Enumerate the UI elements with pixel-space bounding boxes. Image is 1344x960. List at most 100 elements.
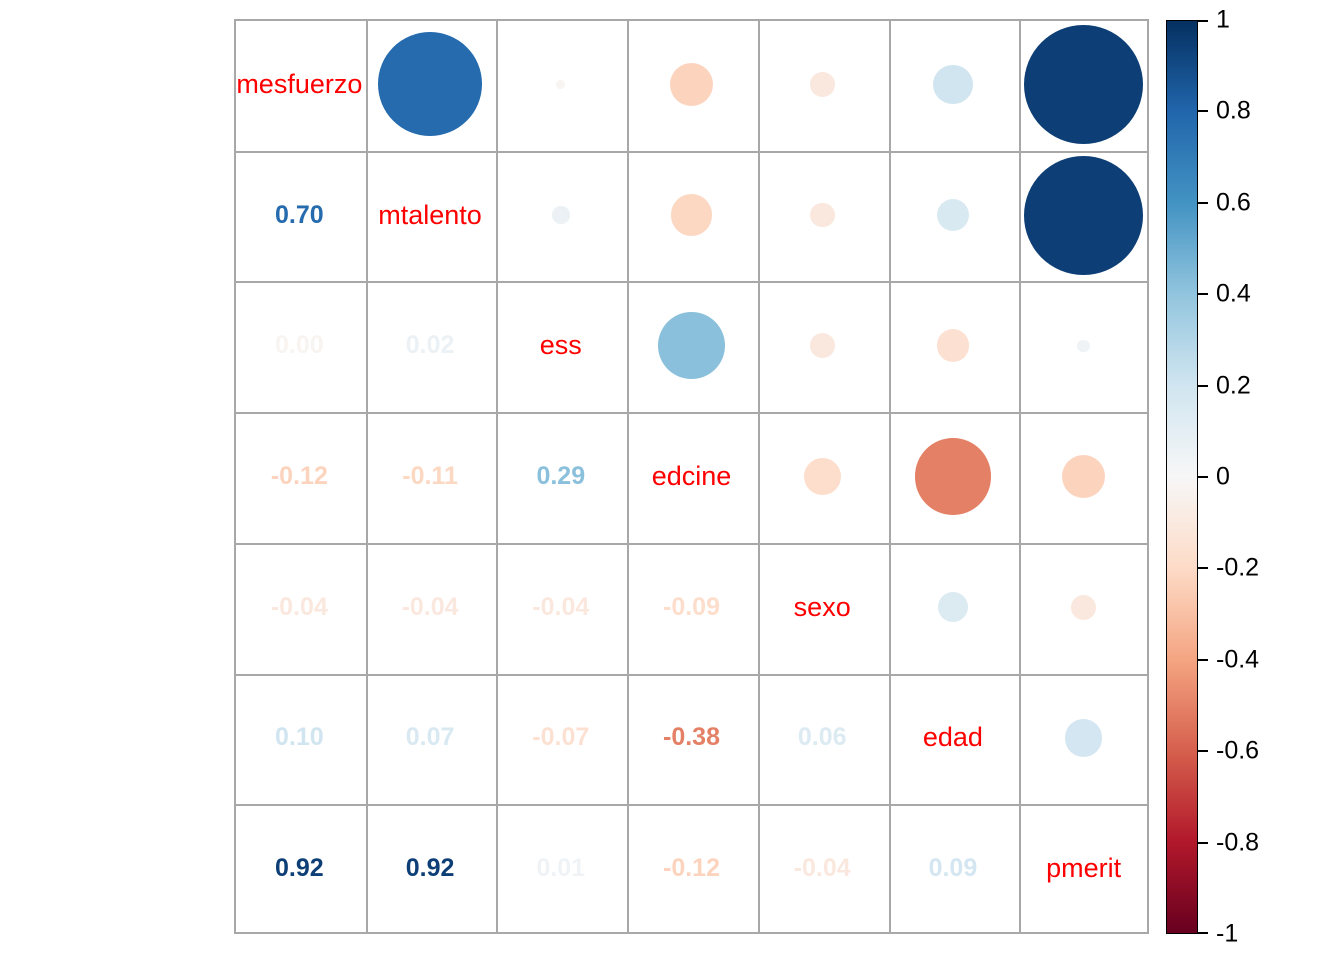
colorbar-tick (1198, 476, 1208, 478)
corr-value-edcine-mesfuerzo: -0.12 (270, 461, 328, 490)
corr-circle-edad-pmerit (1065, 719, 1103, 757)
colorbar-tick-label: -0.2 (1216, 553, 1260, 582)
corr-circle-mtalento-ess (552, 206, 570, 224)
matrix-cell-value: 0.07 (365, 673, 496, 804)
corr-circle-ess-sexo (809, 333, 835, 359)
grid-line-vertical (757, 21, 760, 932)
colorbar-tick (1198, 658, 1208, 661)
matrix-cell-circle (1018, 280, 1149, 411)
matrix-cell-value: 0.10 (234, 673, 365, 804)
matrix-cell-value: 0.00 (234, 280, 365, 411)
colorbar-tick-label: 1 (1216, 5, 1230, 34)
corr-value-pmerit-edcine: -0.12 (663, 854, 720, 883)
matrix-cell-diagonal: edcine (626, 411, 757, 542)
grid-line-horizontal (236, 673, 1147, 676)
grid-line-vertical (365, 21, 368, 932)
correlation-matrix-grid: mesfuerzo 0.70 mtalento 0.00 0.02 ess -0.12 -0.… (234, 19, 1149, 934)
colorbar-gradient (1166, 20, 1198, 934)
matrix-cell-circle (626, 19, 757, 150)
corr-circle-mtalento-edad (936, 198, 970, 232)
matrix-cell-circle (888, 542, 1019, 673)
grid-line-horizontal (236, 412, 1147, 415)
matrix-cell-circle (1018, 542, 1149, 673)
colorbar-tick-label: -0.4 (1216, 645, 1260, 674)
matrix-cell-value: -0.11 (365, 411, 496, 542)
matrix-cell-circle (1018, 19, 1149, 150)
corr-value-sexo-mesfuerzo: -0.04 (270, 592, 328, 621)
colorbar-tick-label: -0.8 (1216, 828, 1260, 857)
matrix-cell-value: -0.12 (626, 803, 757, 934)
colorbar-tick-label: 0.4 (1216, 279, 1251, 308)
corr-circle-ess-edad (936, 329, 970, 363)
matrix-cell-value: -0.04 (495, 542, 626, 673)
corr-circle-edcine-edad (914, 438, 992, 515)
corr-circle-ess-edcine (658, 312, 725, 380)
matrix-cell-circle (757, 19, 888, 150)
corr-value-pmerit-mtalento: 0.92 (405, 854, 455, 883)
corr-circle-mtalento-edcine (670, 194, 713, 236)
matrix-cell-value: 0.01 (495, 803, 626, 934)
corr-value-pmerit-edad: 0.09 (928, 854, 978, 883)
colorbar: 1 0.8 0.6 0.4 0.2 0 -0.2 -0.4 -0.6 -0.8 -1 (1166, 6, 1344, 948)
colorbar-tick-label: 0.2 (1216, 371, 1251, 400)
corr-value-sexo-ess: -0.04 (532, 592, 590, 621)
diag-label-edcine: edcine (651, 460, 732, 491)
matrix-cell-diagonal: pmerit (1018, 803, 1149, 934)
corr-circle-sexo-edad (937, 592, 969, 623)
corr-circle-mesfuerzo-edcine (670, 62, 713, 106)
corr-circle-sexo-pmerit (1071, 594, 1097, 620)
corr-value-edcine-mtalento: -0.11 (402, 461, 458, 490)
colorbar-tick (1198, 567, 1208, 570)
matrix-cell-diagonal: edad (888, 673, 1019, 804)
matrix-cell-circle (626, 150, 757, 281)
colorbar-tick (1198, 841, 1208, 844)
diag-label-pmerit: pmerit (1046, 853, 1122, 884)
diag-label-mesfuerzo: mesfuerzo (236, 68, 363, 99)
diag-label-sexo: sexo (793, 591, 851, 622)
corr-value-pmerit-mesfuerzo: 0.92 (275, 854, 324, 883)
matrix-cell-circle (1018, 673, 1149, 804)
colorbar-tick (1198, 293, 1208, 296)
matrix-cell-value: -0.04 (234, 542, 365, 673)
grid-line-horizontal (236, 804, 1147, 807)
matrix-cell-value: 0.92 (234, 803, 365, 934)
diag-label-edad: edad (922, 722, 983, 753)
matrix-cell-circle (757, 150, 888, 281)
matrix-cell-circle (1018, 150, 1149, 281)
grid-line-horizontal (236, 542, 1147, 545)
matrix-cell-value: -0.09 (626, 542, 757, 673)
grid-line-horizontal (236, 281, 1147, 284)
matrix-cell-circle (757, 411, 888, 542)
matrix-cell-value: 0.70 (234, 150, 365, 281)
colorbar-tick (1198, 384, 1208, 387)
corr-value-ess-mtalento: 0.02 (405, 331, 455, 360)
matrix-cell-circle (888, 19, 1019, 150)
matrix-cell-circle (365, 19, 496, 150)
corr-value-sexo-mtalento: -0.04 (401, 592, 459, 621)
colorbar-tick-label: 0.6 (1216, 188, 1251, 217)
matrix-cell-circle (888, 280, 1019, 411)
colorbar-tick-label: -1 (1216, 919, 1239, 948)
grid-line-horizontal (236, 150, 1147, 153)
matrix-cell-value: -0.04 (757, 803, 888, 934)
grid-line-vertical (888, 21, 891, 932)
colorbar-tick (1198, 20, 1208, 22)
corr-circle-mesfuerzo-pmerit (1024, 24, 1144, 144)
grid-line-vertical (496, 21, 499, 932)
corr-value-edcine-ess: 0.29 (536, 461, 586, 490)
colorbar-tick-label: 0.8 (1216, 96, 1251, 125)
matrix-cell-circle (1018, 411, 1149, 542)
corr-circle-mesfuerzo-sexo (809, 71, 835, 97)
corr-value-sexo-edcine: -0.09 (663, 592, 720, 621)
matrix-cell-diagonal: mesfuerzo (234, 19, 365, 150)
matrix-cell-diagonal: ess (495, 280, 626, 411)
colorbar-tick-label: 0 (1216, 462, 1230, 491)
diag-label-ess: ess (539, 330, 582, 361)
corr-value-edad-mtalento: 0.07 (405, 723, 455, 752)
matrix-cell-value: 0.02 (365, 280, 496, 411)
matrix-cell-circle (757, 280, 888, 411)
colorbar-tick (1198, 932, 1208, 934)
corr-value-edad-ess: -0.07 (532, 723, 590, 752)
corr-value-pmerit-ess: 0.01 (536, 854, 586, 883)
